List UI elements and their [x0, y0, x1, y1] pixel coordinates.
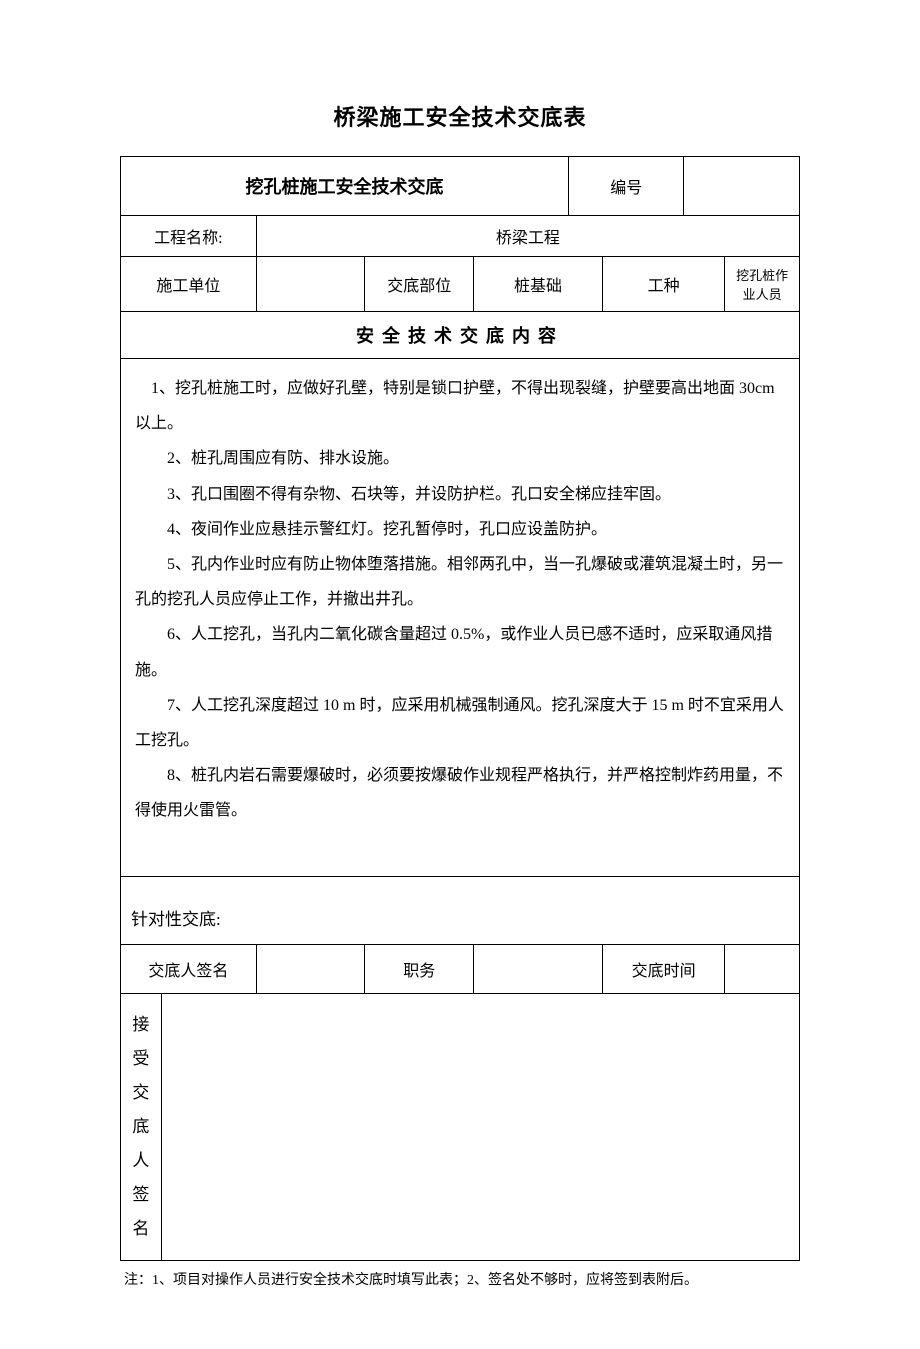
type-value: 挖孔桩作业人员 — [725, 257, 800, 312]
section-header: 安全技术交底内容 — [121, 312, 800, 359]
project-value: 桥梁工程 — [256, 216, 799, 257]
type-label: 工种 — [603, 257, 725, 312]
content-p8: 8、桩孔内岩石需要爆破时，必须要按爆破作业规程严格执行，并严格控制炸药用量，不得… — [135, 758, 785, 828]
number-label: 编号 — [569, 157, 684, 216]
footnote: 注：1、项目对操作人员进行安全技术交底时填写此表；2、签名处不够时，应将签到表附… — [120, 1269, 800, 1289]
position-value[interactable] — [474, 944, 603, 993]
targeted-row: 针对性交底: — [121, 876, 800, 944]
content-p4: 4、夜间作业应悬挂示警红灯。挖孔暂停时，孔口应设盖防护。 — [135, 512, 785, 547]
receiver-label: 接受交底人签名 — [121, 993, 162, 1260]
project-label: 工程名称: — [121, 216, 257, 257]
content-p5: 5、孔内作业时应有防止物体堕落措施。相邻两孔中，当一孔爆破或灌筑混凝土时，另一孔… — [135, 547, 785, 617]
unit-row: 施工单位 交底部位 桩基础 工种 挖孔桩作业人员 — [121, 257, 800, 312]
unit-label: 施工单位 — [121, 257, 257, 312]
section-header-row: 安全技术交底内容 — [121, 312, 800, 359]
disclosure-table: 挖孔桩施工安全技术交底 编号 工程名称: 桥梁工程 施工单位 交底部位 桩基础 … — [120, 156, 800, 1261]
content-p1: 1、挖孔桩施工时，应做好孔壁，特别是锁口护壁，不得出现裂缝，护壁要高出地面 30… — [135, 371, 785, 441]
content-row: 1、挖孔桩施工时，应做好孔壁，特别是锁口护壁，不得出现裂缝，护壁要高出地面 30… — [121, 359, 800, 877]
content-p3: 3、孔口围圈不得有杂物、石块等，并设防护栏。孔口安全梯应挂牢固。 — [135, 477, 785, 512]
signer-label: 交底人签名 — [121, 944, 257, 993]
project-row: 工程名称: 桥梁工程 — [121, 216, 800, 257]
header-row: 挖孔桩施工安全技术交底 编号 — [121, 157, 800, 216]
number-value[interactable] — [684, 157, 800, 216]
time-value[interactable] — [725, 944, 800, 993]
document-title: 桥梁施工安全技术交底表 — [120, 100, 800, 132]
receiver-row: 接受交底人签名 — [121, 993, 800, 1260]
receiver-signature-area[interactable] — [161, 993, 799, 1260]
content-cell: 1、挖孔桩施工时，应做好孔壁，特别是锁口护壁，不得出现裂缝，护壁要高出地面 30… — [121, 359, 800, 877]
signer-value[interactable] — [256, 944, 365, 993]
content-p6: 6、人工挖孔，当孔内二氧化碳含量超过 0.5%，或作业人员已感不适时，应采取通风… — [135, 617, 785, 687]
form-name: 挖孔桩施工安全技术交底 — [121, 157, 569, 216]
position-label: 职务 — [365, 944, 474, 993]
part-label: 交底部位 — [365, 257, 474, 312]
targeted-label: 针对性交底: — [121, 876, 800, 944]
unit-value[interactable] — [256, 257, 365, 312]
time-label: 交底时间 — [603, 944, 725, 993]
content-p7: 7、人工挖孔深度超过 10 m 时，应采用机械强制通风。挖孔深度大于 15 m … — [135, 688, 785, 758]
part-value: 桩基础 — [474, 257, 603, 312]
sign-row: 交底人签名 职务 交底时间 — [121, 944, 800, 993]
content-p2: 2、桩孔周围应有防、排水设施。 — [135, 441, 785, 476]
